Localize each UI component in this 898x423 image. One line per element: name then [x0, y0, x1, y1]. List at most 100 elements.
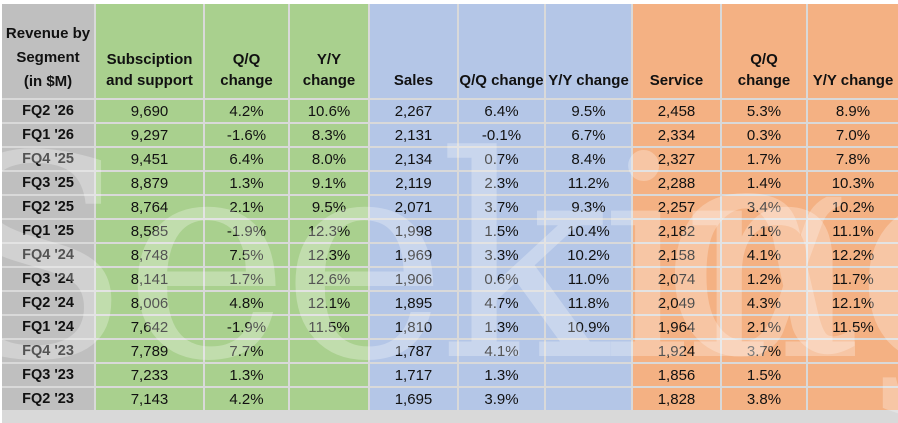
table-cell: 1.3%	[205, 364, 288, 386]
table-cell: 8.4%	[546, 148, 631, 170]
table-cell: 2,049	[633, 292, 720, 314]
table-cell: 3.9%	[459, 388, 544, 410]
row-label: FQ4 '23	[2, 340, 94, 362]
table-cell: 12.6%	[290, 268, 368, 290]
table-cell: 2,131	[370, 124, 457, 146]
bottom-strip	[2, 412, 898, 423]
table-cell	[290, 340, 368, 362]
table-cell: 7.5%	[205, 244, 288, 266]
table-cell: 0.3%	[722, 124, 806, 146]
col-header-subscription-and-support: Subsciption and support	[96, 4, 203, 98]
table-cell: 1.5%	[459, 220, 544, 242]
table-cell: 2,158	[633, 244, 720, 266]
table-cell: 3.3%	[459, 244, 544, 266]
table-cell: 9,690	[96, 100, 203, 122]
row-label: FQ4 '25	[2, 148, 94, 170]
table-cell: 10.2%	[808, 196, 898, 218]
table-cell: 9.3%	[546, 196, 631, 218]
title-line-3: (in $M)	[23, 73, 73, 90]
table-cell: 3.4%	[722, 196, 806, 218]
title-line-1: Revenue by	[5, 25, 91, 42]
row-label: FQ2 '23	[2, 388, 94, 410]
table-cell: 4.1%	[722, 244, 806, 266]
table-cell: 6.7%	[546, 124, 631, 146]
row-label: FQ2 '25	[2, 196, 94, 218]
table-cell: 3.8%	[722, 388, 806, 410]
table-cell: 2,182	[633, 220, 720, 242]
table-cell: 4.3%	[722, 292, 806, 314]
table-cell	[808, 340, 898, 362]
col-header-service-yy-change: Y/Y change	[808, 4, 898, 98]
table-cell: 12.1%	[808, 292, 898, 314]
table-cell: 3.7%	[722, 340, 806, 362]
table-cell: 2.3%	[459, 172, 544, 194]
col-header-service-qq-change: Q/Q change	[722, 4, 806, 98]
row-label: FQ2 '24	[2, 292, 94, 314]
table-cell: 1,895	[370, 292, 457, 314]
table-cell: 0.6%	[459, 268, 544, 290]
table-cell: 12.3%	[290, 220, 368, 242]
table-cell: -1.9%	[205, 220, 288, 242]
table-cell: 10.3%	[808, 172, 898, 194]
table-cell: 1,998	[370, 220, 457, 242]
table-cell: 7.8%	[808, 148, 898, 170]
col-header-subscription-yy-change: Y/Y change	[290, 4, 368, 98]
row-label: FQ1 '24	[2, 316, 94, 338]
table-cell: 9,297	[96, 124, 203, 146]
table-cell: 8,141	[96, 268, 203, 290]
table-cell: 6.4%	[459, 100, 544, 122]
table-cell: 1.7%	[205, 268, 288, 290]
table-cell: 7,642	[96, 316, 203, 338]
table-cell: 1,964	[633, 316, 720, 338]
table-cell: 7.0%	[808, 124, 898, 146]
table-cell: 4.7%	[459, 292, 544, 314]
table-cell: 9.1%	[290, 172, 368, 194]
table-cell: 10.4%	[546, 220, 631, 242]
col-header-subscription-qq-change: Q/Q change	[205, 4, 288, 98]
table-cell: 2.1%	[722, 316, 806, 338]
table-cell: 1,969	[370, 244, 457, 266]
table-cell: 1.2%	[722, 268, 806, 290]
col-header-sales: Sales	[370, 4, 457, 98]
table-cell: -0.1%	[459, 124, 544, 146]
table-cell: 2,119	[370, 172, 457, 194]
row-label: FQ4 '24	[2, 244, 94, 266]
table-cell: 1,810	[370, 316, 457, 338]
table-cell: 10.6%	[290, 100, 368, 122]
row-label: FQ3 '25	[2, 172, 94, 194]
table-cell: -1.9%	[205, 316, 288, 338]
table-cell: 8,585	[96, 220, 203, 242]
table-cell: 8.9%	[808, 100, 898, 122]
row-label: FQ3 '23	[2, 364, 94, 386]
col-header-service: Service	[633, 4, 720, 98]
table-cell: 2,071	[370, 196, 457, 218]
col-header-sales-qq-change: Q/Q change	[459, 4, 544, 98]
table-cell: 2,327	[633, 148, 720, 170]
table-cell: 8,006	[96, 292, 203, 314]
table-cell: 8.0%	[290, 148, 368, 170]
table-cell	[546, 340, 631, 362]
table-cell: 11.5%	[290, 316, 368, 338]
table-cell: 4.8%	[205, 292, 288, 314]
table-cell	[808, 364, 898, 386]
table-cell: 11.7%	[808, 268, 898, 290]
table-cell: 1,856	[633, 364, 720, 386]
table-cell: 11.5%	[808, 316, 898, 338]
table-cell: 9,451	[96, 148, 203, 170]
table-cell: 1.5%	[722, 364, 806, 386]
table-cell: 4.2%	[205, 100, 288, 122]
table-cell: 1,787	[370, 340, 457, 362]
table-cell: 9.5%	[290, 196, 368, 218]
col-header-sales-yy-change: Y/Y change	[546, 4, 631, 98]
table-cell: 12.2%	[808, 244, 898, 266]
title-line-2: Segment	[16, 49, 80, 66]
table-cell: 11.1%	[808, 220, 898, 242]
table-cell: 1.3%	[205, 172, 288, 194]
table-cell: 1.3%	[459, 316, 544, 338]
table-cell: 1.7%	[722, 148, 806, 170]
table-cell: 2,267	[370, 100, 457, 122]
table-cell: 7,789	[96, 340, 203, 362]
table-cell: 2,074	[633, 268, 720, 290]
table-cell: 1.3%	[459, 364, 544, 386]
